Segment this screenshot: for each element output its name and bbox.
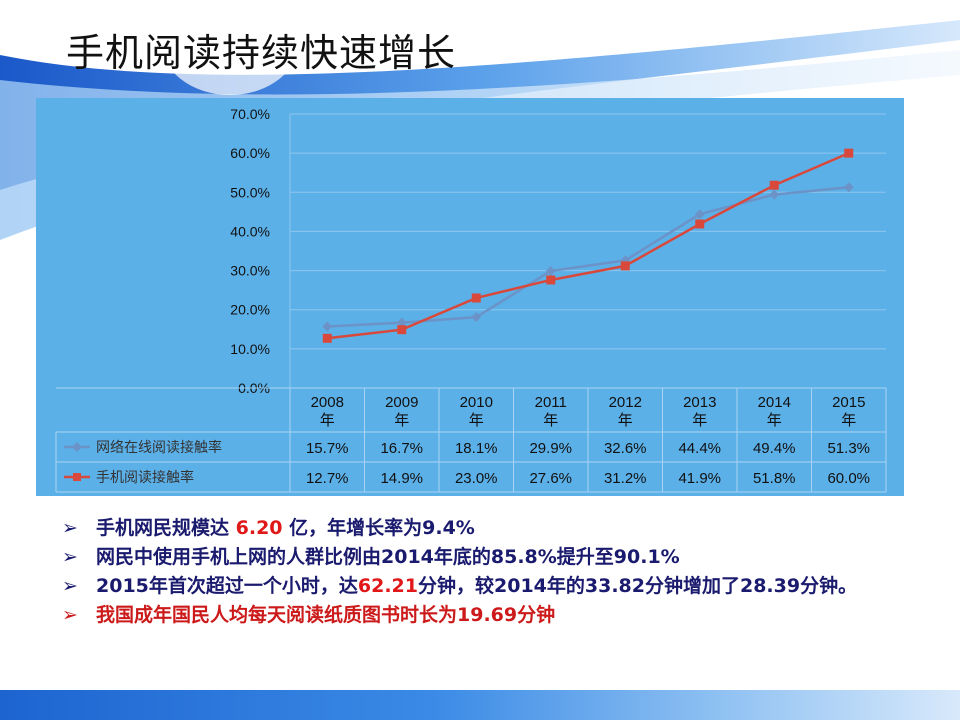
- y-tick-label: 40.0%: [230, 223, 270, 239]
- x-tick-label: 2014: [758, 394, 791, 411]
- swoosh-light: [0, 50, 960, 240]
- arrow-bullet-icon: ➢: [62, 546, 78, 568]
- bullet-reading-time: ➢ 2015年首次超过一个小时，达62.21分钟，较2014年的33.82分钟增…: [62, 572, 902, 601]
- highlight-value: 62.21: [357, 575, 418, 597]
- x-tick-label: 2009: [385, 394, 418, 411]
- x-tick-label-suffix: 年: [692, 412, 707, 429]
- table-cell-value: 41.9%: [678, 470, 721, 487]
- table-cell-value: 29.9%: [529, 440, 572, 457]
- data-point: [546, 275, 556, 285]
- data-point: [694, 209, 705, 220]
- arrow-bullet-icon: ➢: [62, 604, 78, 626]
- data-point: [471, 293, 481, 303]
- arrow-bullet-icon: ➢: [62, 517, 78, 539]
- glow-circle: [160, 0, 300, 95]
- data-point: [843, 182, 854, 193]
- table-cell-value: 51.8%: [753, 470, 796, 487]
- x-tick-label-suffix: 年: [320, 412, 335, 429]
- x-tick-label: 2013: [683, 394, 716, 411]
- y-tick-label: 50.0%: [230, 184, 270, 200]
- data-point: [695, 219, 705, 229]
- y-tick-label: 30.0%: [230, 263, 270, 279]
- x-tick-label: 2010: [460, 394, 493, 411]
- bullet-text: 手机网民规模达: [96, 517, 236, 539]
- x-tick-label: 2015: [832, 394, 865, 411]
- data-point: [322, 321, 333, 332]
- chart-panel: 0.0% 10.0% 20.0% 30.0% 40.0% 50.0% 60.0% 70.0% 2…: [36, 98, 904, 496]
- data-point: [769, 180, 779, 190]
- table-cell-value: 44.4%: [678, 440, 721, 457]
- data-point: [545, 265, 556, 276]
- y-tick-label: 60.0%: [230, 145, 270, 161]
- series-line-1: [327, 185, 849, 328]
- x-tick-label-suffix: 年: [543, 412, 558, 429]
- bullet-mobile-users: ➢ 手机网民规模达 6.20 亿，年增长率为9.4%: [62, 514, 902, 543]
- table-cell-value: 31.2%: [604, 470, 647, 487]
- table-cell-value: 16.7%: [380, 440, 423, 457]
- table-cell-value: 18.1%: [455, 440, 498, 457]
- swoosh-dark: [0, 20, 960, 190]
- data-point: [396, 317, 407, 328]
- x-tick-label: 2012: [609, 394, 642, 411]
- legend-label: 网络在线阅读接触率: [96, 439, 222, 456]
- bullet-text: 2015年首次超过一个小时，达: [96, 575, 358, 597]
- table-cell-value: 15.7%: [306, 440, 349, 457]
- table-cell-value: 14.9%: [380, 470, 423, 487]
- table-cell-value: 32.6%: [604, 440, 647, 457]
- x-tick-label-suffix: 年: [767, 412, 782, 429]
- footer-bar: [0, 690, 960, 720]
- bullet-text: 我国成年国民人均每天阅读纸质图书时长为19.69分钟: [96, 604, 556, 626]
- highlight-value: 6.20: [235, 517, 283, 539]
- x-tick-label: 2011: [535, 394, 567, 411]
- bullet-text: 亿，年增长率为9.4%: [282, 517, 475, 539]
- series-line-2: [327, 151, 850, 340]
- legend-label: 手机阅读接触率: [96, 469, 194, 486]
- data-point: [471, 312, 482, 323]
- bullet-text: 网民中使用手机上网的人群比例由2014年底的85.8%提升至90.1%: [96, 546, 680, 568]
- legend-marker: [73, 473, 81, 481]
- data-point: [620, 261, 630, 271]
- bullet-mobile-ratio: ➢ 网民中使用手机上网的人群比例由2014年底的85.8%提升至90.1%: [62, 543, 902, 572]
- table-cell-value: 49.4%: [753, 440, 796, 457]
- line-chart: 0.0%10.0%20.0%30.0%40.0%50.0%60.0%70.0%2…: [55, 106, 887, 493]
- data-point: [769, 189, 780, 200]
- data-point: [397, 325, 407, 335]
- data-point: [322, 333, 332, 343]
- table-cell-value: 60.0%: [827, 470, 870, 487]
- y-tick-label: 70.0%: [230, 106, 270, 122]
- slide-title: 手机阅读持续快速增长: [66, 31, 457, 75]
- y-tick-label: 20.0%: [230, 302, 270, 318]
- arrow-bullet-icon: ➢: [62, 575, 78, 597]
- y-tick-label: 10.0%: [230, 341, 270, 357]
- table-cell-value: 27.6%: [529, 470, 572, 487]
- table-cell-value: 12.7%: [306, 470, 349, 487]
- x-tick-label: 2008: [311, 394, 344, 411]
- table-cell-value: 51.3%: [827, 440, 870, 457]
- data-point: [844, 148, 854, 158]
- legend-marker: [72, 442, 82, 452]
- x-tick-label-suffix: 年: [841, 412, 856, 429]
- bullet-paper-books: ➢ 我国成年国民人均每天阅读纸质图书时长为19.69分钟: [62, 601, 902, 630]
- table-cell-value: 23.0%: [455, 470, 498, 487]
- bullet-list: ➢ 手机网民规模达 6.20 亿，年增长率为9.4% ➢ 网民中使用手机上网的人…: [62, 514, 902, 630]
- x-tick-label-suffix: 年: [394, 412, 409, 429]
- x-tick-label-suffix: 年: [618, 412, 633, 429]
- bullet-text: 分钟，较2014年的33.82分钟增加了28.39分钟。: [418, 575, 858, 597]
- x-tick-label-suffix: 年: [469, 412, 484, 429]
